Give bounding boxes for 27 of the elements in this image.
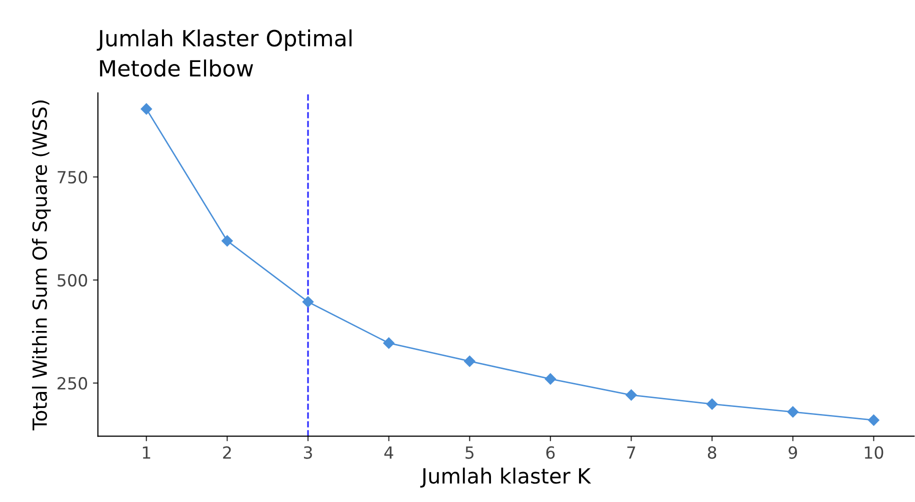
x-tick-label: 2: [223, 446, 231, 459]
x-axis-title: Jumlah klaster K: [420, 468, 592, 488]
y-tick-label: 250: [58, 377, 88, 390]
y-tick-label: 750: [58, 170, 88, 184]
x-tick-label: 6: [546, 446, 555, 459]
chart-title: Jumlah Klaster Optimal: [96, 29, 352, 51]
x-tick-label: 4: [384, 446, 394, 459]
point: [626, 389, 637, 401]
point: [222, 235, 233, 246]
y-axis-title: Total Within Sum Of Square (WSS): [32, 100, 51, 430]
point: [302, 296, 314, 308]
point: [868, 414, 880, 426]
point: [706, 398, 718, 410]
y-tick-label: 500: [58, 274, 88, 287]
point: [140, 103, 152, 115]
point: [383, 337, 394, 349]
point: [464, 356, 476, 367]
chart-subtitle: Metode Elbow: [100, 60, 254, 77]
point: [787, 406, 798, 418]
x-tick-label: 3: [304, 446, 312, 459]
x-tick-label: 8: [708, 446, 716, 459]
x-tick-label: 10: [864, 446, 884, 459]
point: [544, 373, 556, 385]
x-tick-label: 9: [788, 446, 797, 459]
x-tick-label: 7: [627, 446, 636, 459]
x-tick-label: 5: [466, 446, 474, 459]
x-tick-label: 1: [142, 446, 150, 459]
